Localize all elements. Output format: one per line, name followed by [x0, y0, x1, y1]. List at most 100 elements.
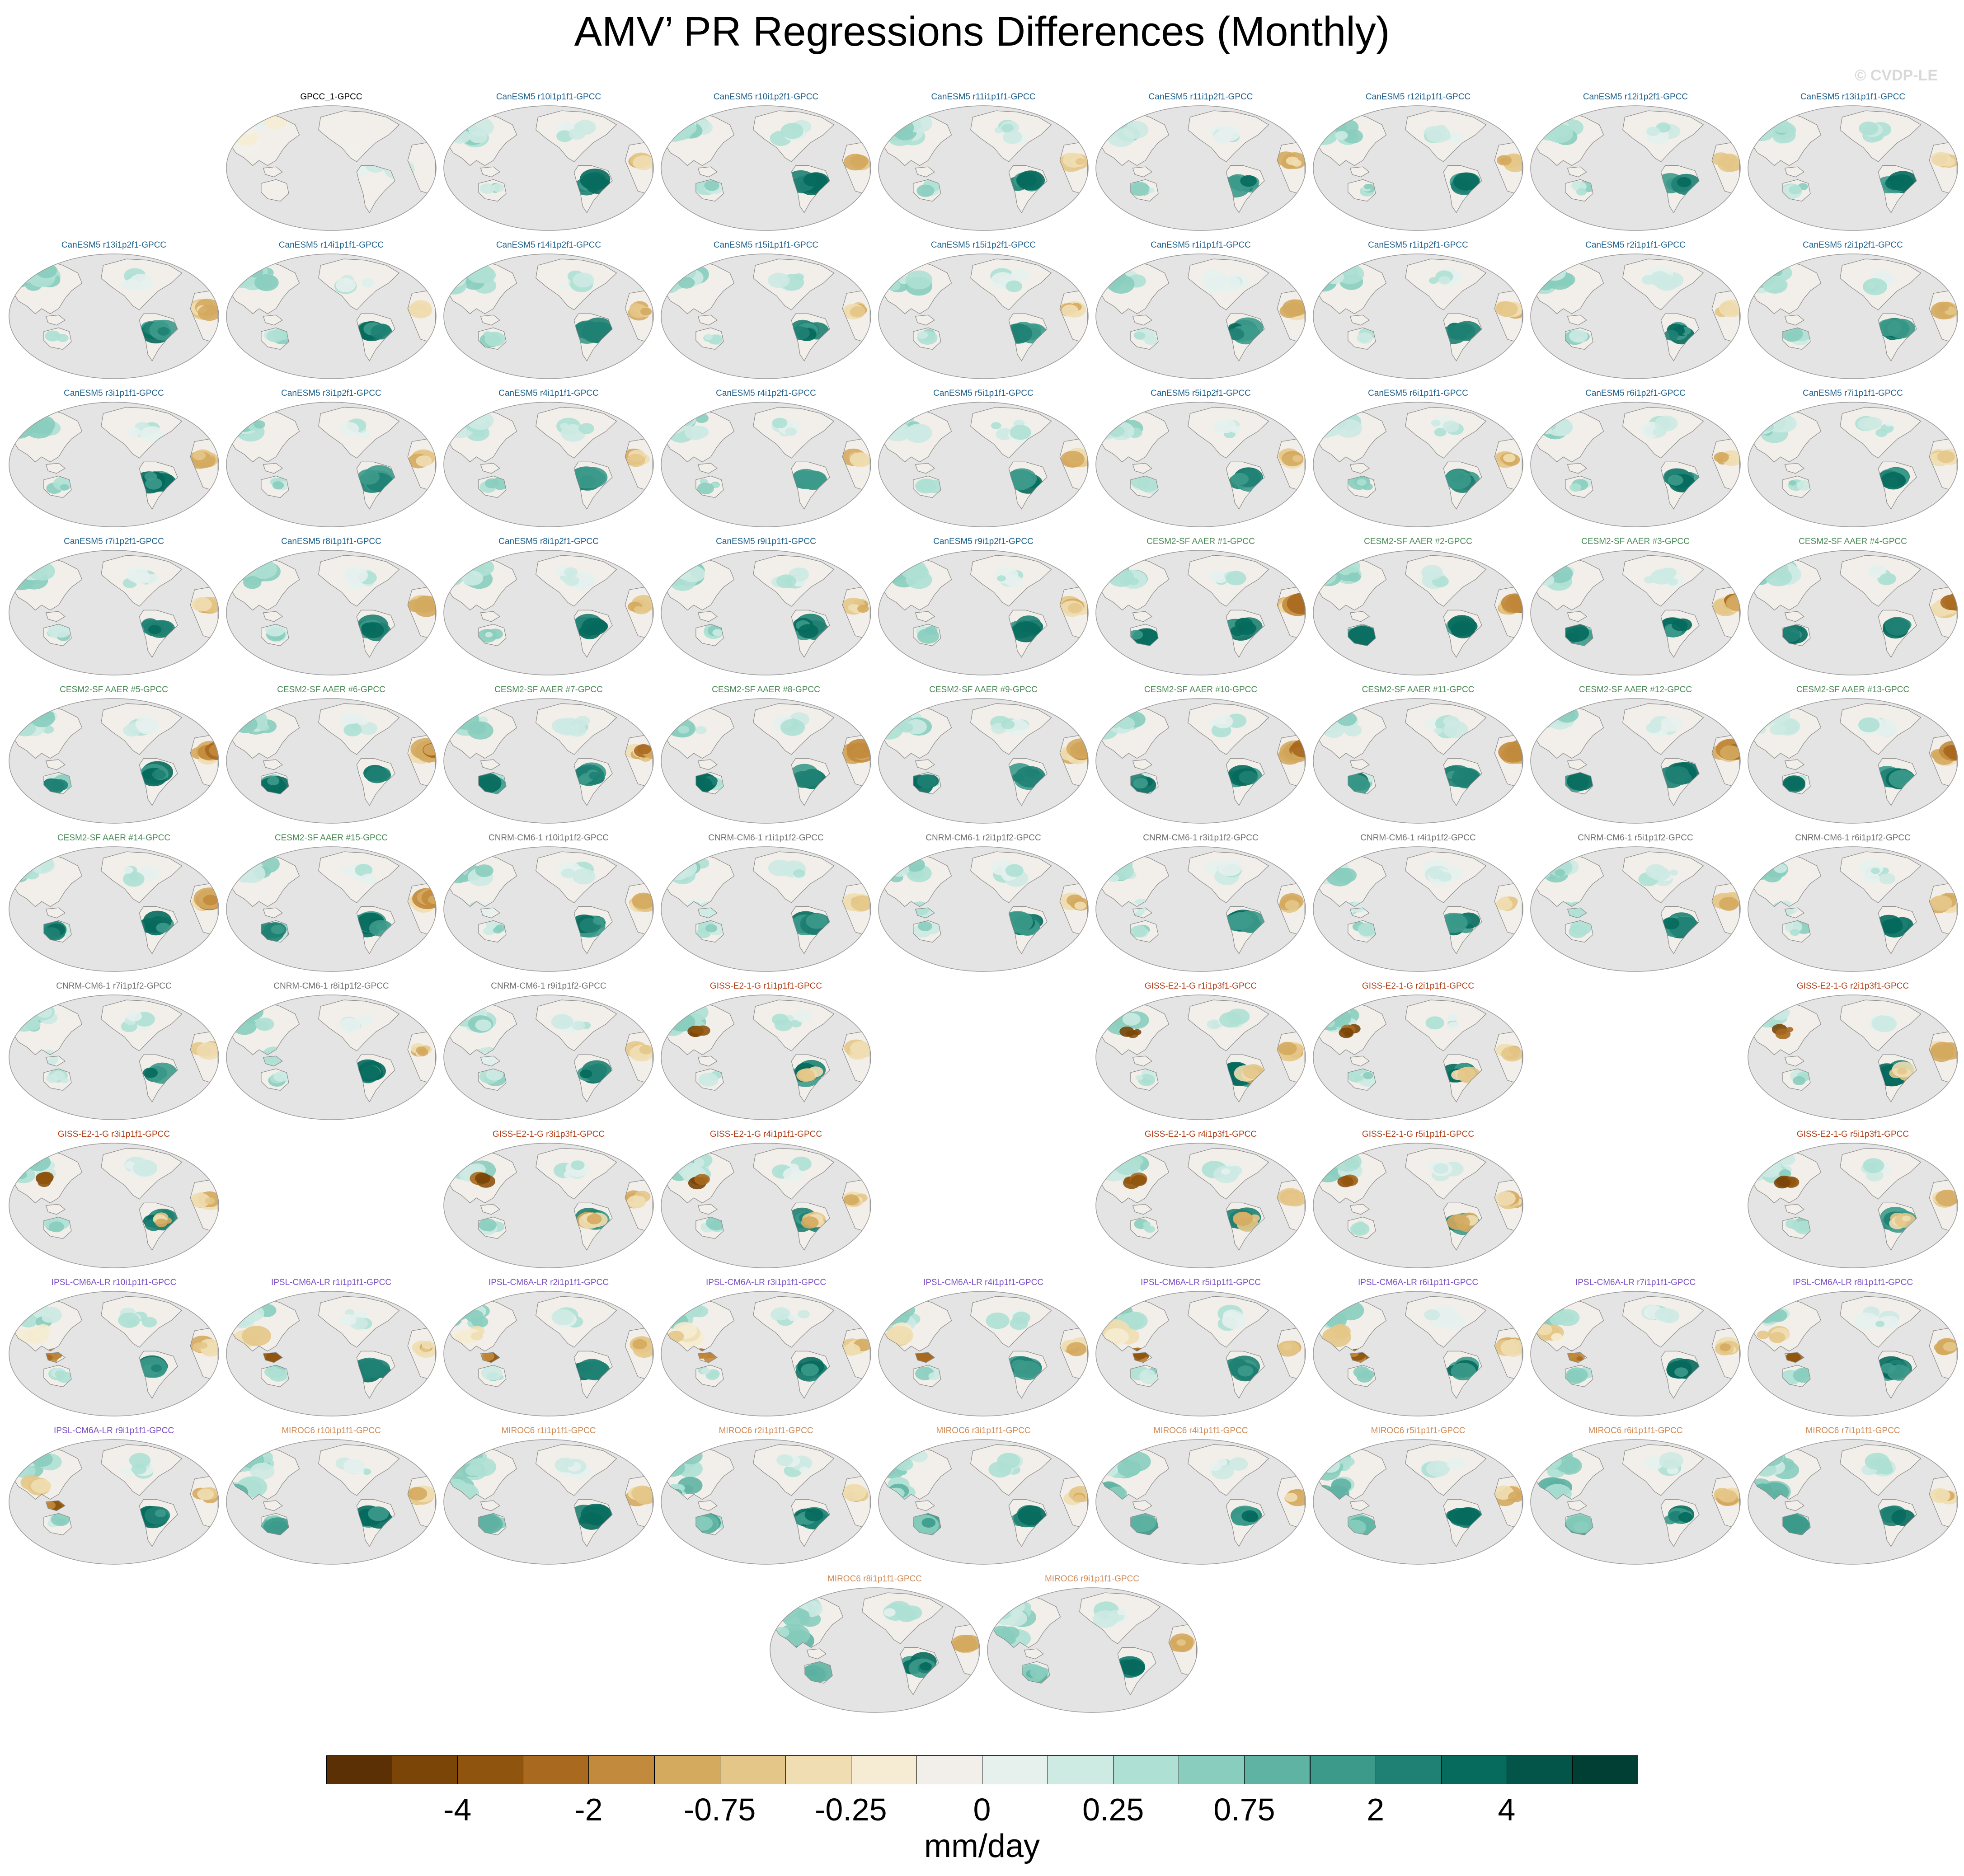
coastline-sea_islands: [1132, 314, 1152, 326]
colorbar: [326, 1755, 1638, 1784]
coastline-namerica: [101, 1444, 183, 1496]
coastline-greenland: [1046, 108, 1065, 120]
coastline-sea_islands: [1784, 1352, 1804, 1363]
world-map: [1095, 105, 1306, 231]
colorbar-tick-label: 0.75: [1213, 1792, 1275, 1827]
coastline-sea_islands: [1132, 463, 1152, 474]
coastline-greenland: [829, 256, 847, 268]
coastline-australia: [1782, 772, 1811, 794]
coastline-sea_islands: [263, 463, 283, 474]
world-map: [1748, 1291, 1958, 1416]
coastline-greenland: [829, 1441, 847, 1454]
panel-title: MIROC6 r1i1p1f1-GPCC: [501, 1426, 596, 1435]
coastline-namerica: [1405, 555, 1487, 607]
world-map: [661, 1291, 871, 1416]
panel-title: CanESM5 r5i1p2f1-GPCC: [1151, 389, 1251, 398]
coastline-australia: [261, 772, 289, 794]
coastline-greenland: [394, 997, 413, 1009]
coastline-samerica: [1008, 461, 1048, 510]
map-outline: [1095, 698, 1306, 824]
coastline-australia: [1782, 1216, 1811, 1239]
world-map: [1748, 846, 1958, 972]
coastline-namerica: [318, 999, 400, 1051]
map-outline: [1748, 402, 1958, 527]
coastline-namerica: [1405, 1296, 1487, 1348]
map-panel: MIROC6 r9i1p1f1-GPCC: [986, 1574, 1198, 1714]
coastline-samerica: [1878, 906, 1917, 954]
panel-title: GISS-E2-1-G r1i1p1f1-GPCC: [709, 981, 822, 991]
coastline-sea_islands: [1784, 463, 1804, 474]
panel-title: CanESM5 r8i1p2f1-GPCC: [498, 537, 599, 546]
colorbar-swatch: [719, 1755, 786, 1784]
coastline-greenland: [1264, 552, 1282, 565]
map-outline: [878, 1439, 1089, 1565]
coastline-greenland: [1481, 1145, 1499, 1158]
coastline-namerica: [1840, 999, 1922, 1051]
coastline-sea_islands: [480, 1352, 500, 1363]
coastline-greenland: [394, 108, 413, 120]
map-outline: [443, 698, 654, 824]
coastline-namerica: [753, 703, 835, 755]
panel-title: CanESM5 r2i1p2f1-GPCC: [1803, 240, 1903, 250]
coastline-greenland: [1698, 700, 1717, 713]
map-outline: [9, 1439, 219, 1565]
world-map: [1313, 846, 1523, 972]
coastline-greenland: [829, 108, 847, 120]
map-panel: GISS-E2-1-G r3i1p1f1-GPCC: [8, 1129, 220, 1269]
coastline-greenland: [394, 1441, 413, 1454]
coastline-samerica: [1008, 906, 1048, 954]
map-panel: MIROC6 r10i1p1f1-GPCC: [225, 1426, 437, 1566]
coastline-australia: [1782, 179, 1811, 202]
panel-title: IPSL-CM6A-LR r7i1p1f1-GPCC: [1575, 1278, 1696, 1287]
coastline-namerica: [318, 110, 400, 162]
coastline-namerica: [318, 851, 400, 903]
map-outline: [1748, 1143, 1958, 1268]
coastline-namerica: [1188, 110, 1269, 162]
map-panel: CanESM5 r5i1p1f1-GPCC: [877, 388, 1090, 528]
panel-title: IPSL-CM6A-LR r8i1p1f1-GPCC: [1792, 1278, 1913, 1287]
panel-title: CNRM-CM6-1 r1i1p1f2-GPCC: [708, 833, 824, 843]
map-panel: CESM2-SF AAER #3-GPCC: [1529, 536, 1742, 676]
map-panel: CanESM5 r1i1p1f1-GPCC: [1095, 240, 1307, 380]
coastline-australia: [695, 327, 724, 350]
world-map: [1313, 698, 1523, 824]
map-panel: MIROC6 r7i1p1f1-GPCC: [1747, 1426, 1959, 1566]
coastline-namerica: [536, 110, 617, 162]
coastline-greenland: [829, 404, 847, 417]
map-outline: [9, 402, 219, 527]
coastline-australia: [1348, 179, 1376, 202]
colorbar-swatch: [1375, 1755, 1442, 1784]
coastline-samerica: [1443, 1499, 1482, 1547]
panel-title: GPCC_1-GPCC: [300, 92, 362, 102]
coastline-samerica: [1226, 461, 1265, 510]
world-map: [1095, 1439, 1306, 1565]
coastline-namerica: [1188, 1148, 1269, 1200]
coastline-australia: [1782, 1068, 1811, 1091]
map-panel: IPSL-CM6A-LR r5i1p1f1-GPCC: [1095, 1277, 1307, 1417]
map-outline: [987, 1587, 1198, 1713]
map-panel: CanESM5 r15i1p2f1-GPCC: [877, 240, 1090, 380]
map-outline: [661, 1439, 871, 1565]
panel-title: CanESM5 r13i1p1f1-GPCC: [1800, 92, 1906, 102]
map-panel: GISS-E2-1-G r5i1p1f1-GPCC: [1312, 1129, 1524, 1269]
world-map: [226, 994, 437, 1120]
panel-title: CanESM5 r15i1p1f1-GPCC: [713, 240, 819, 250]
panel-title: CanESM5 r11i1p1f1-GPCC: [931, 92, 1036, 102]
coastline-australia: [913, 1365, 941, 1387]
coastline-australia: [695, 624, 724, 646]
map-outline: [1748, 105, 1958, 231]
map-panel: IPSL-CM6A-LR r8i1p1f1-GPCC: [1747, 1277, 1959, 1417]
panel-title: CNRM-CM6-1 r2i1p1f2-GPCC: [926, 833, 1041, 843]
coastline-sea_islands: [697, 1204, 718, 1215]
coastline-australia: [695, 1365, 724, 1387]
world-map: [1313, 1439, 1523, 1565]
coastline-samerica: [573, 1351, 613, 1399]
map-outline: [226, 550, 437, 675]
coastline-greenland: [611, 1293, 630, 1306]
coastline-greenland: [1481, 108, 1499, 120]
coastline-australia: [1348, 475, 1376, 498]
coastline-namerica: [536, 999, 617, 1051]
coastline-australia: [1565, 1513, 1593, 1535]
map-panel: IPSL-CM6A-LR r4i1p1f1-GPCC: [877, 1277, 1090, 1417]
world-map: [9, 402, 219, 527]
